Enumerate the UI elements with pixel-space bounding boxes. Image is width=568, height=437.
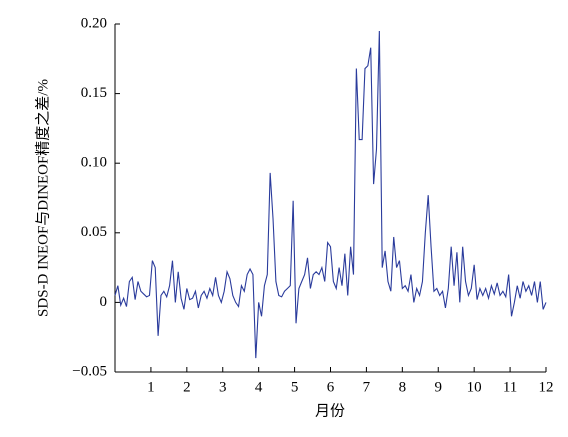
y-axis-label: SDS-D INEOF与DINEOF精度之差/% xyxy=(34,79,51,317)
x-tick-label: 10 xyxy=(467,379,482,395)
x-tick-label: 2 xyxy=(183,379,191,395)
y-tick-label: −0.05 xyxy=(72,363,107,379)
x-tick-label: 6 xyxy=(327,379,335,395)
x-tick-label: 4 xyxy=(255,379,263,395)
x-tick-label: 5 xyxy=(291,379,299,395)
y-tick-label: 0.15 xyxy=(81,85,107,101)
x-tick-label: 11 xyxy=(503,379,517,395)
y-tick-label: 0.05 xyxy=(81,224,107,240)
y-tick-label: 0 xyxy=(100,294,108,310)
y-tick-label: 0.20 xyxy=(81,15,107,31)
x-axis-label: 月份 xyxy=(315,402,345,419)
x-tick-label: 12 xyxy=(539,379,554,395)
y-tick-label: 0.10 xyxy=(81,155,107,171)
x-tick-label: 1 xyxy=(147,379,155,395)
x-tick-label: 9 xyxy=(435,379,443,395)
x-tick-label: 3 xyxy=(219,379,227,395)
x-tick-label: 7 xyxy=(363,379,371,395)
x-tick-label: 8 xyxy=(399,379,407,395)
data-line xyxy=(114,30,547,359)
